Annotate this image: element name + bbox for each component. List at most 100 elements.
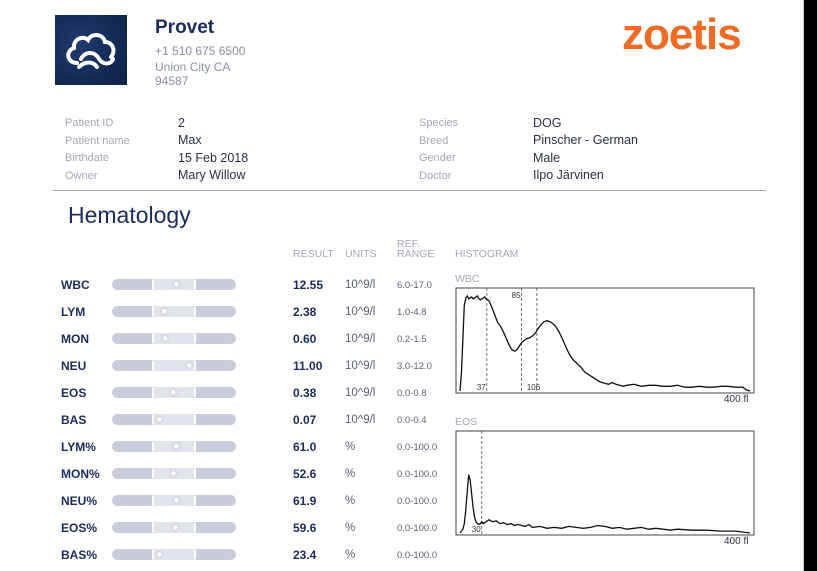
range-bar: ◉: [112, 306, 236, 317]
range-bar-tick: [152, 334, 154, 343]
range-bar-tick: [152, 496, 154, 505]
histogram-marker-label: 30: [472, 525, 481, 534]
range-bar-normal-zone: [152, 306, 196, 317]
brand-logo: zoetis: [622, 10, 742, 59]
row-name: LYM: [61, 305, 86, 319]
range-bar-normal-zone: [152, 441, 196, 452]
range-bar-tick: [194, 307, 196, 316]
species-label: Species: [419, 117, 459, 129]
clinic-city: Union City CA: [155, 60, 231, 74]
range-bar-normal-zone: [152, 279, 196, 290]
range-bar-tick: [152, 469, 154, 478]
clinic-name: Provet: [155, 17, 215, 38]
row-name: BAS%: [61, 548, 98, 562]
wbc-histogram-title: WBC: [455, 273, 480, 285]
histogram-marker-label: 37: [477, 383, 486, 392]
range-bar-tick: [194, 334, 196, 343]
reference-range: 0.0-100.0: [397, 496, 438, 507]
units-column-header: UNITS: [345, 248, 377, 260]
species-value: DOG: [533, 116, 562, 130]
result-unit: %: [345, 468, 356, 480]
result-unit: 10^9/l: [345, 387, 376, 399]
patient-name-value: Max: [178, 133, 202, 147]
row-name: LYM%: [61, 440, 96, 454]
result-unit: 10^9/l: [345, 279, 376, 291]
reference-range: 6.0-17.0: [397, 280, 432, 291]
range-bar-tick: [194, 496, 196, 505]
eos-histogram-title: EOS: [455, 416, 478, 428]
result-unit: %: [345, 549, 356, 561]
range-bar-normal-zone: [152, 333, 196, 344]
result-value: 0.07: [293, 413, 317, 427]
result-column-header: RESULT: [293, 248, 334, 260]
reference-range: 0.0-100.0: [397, 469, 438, 480]
row-name: WBC: [61, 278, 90, 292]
result-unit: 10^9/l: [345, 333, 376, 345]
owner-label: Owner: [65, 170, 98, 182]
histogram-marker-label: 106: [527, 383, 541, 392]
result-marker-icon: ◉: [169, 468, 178, 479]
range-bar-tick: [194, 469, 196, 478]
result-marker-icon: ◉: [155, 414, 164, 425]
eos-histogram: 30: [455, 430, 755, 536]
reference-range: 0.0-100.0: [397, 523, 438, 534]
result-marker-icon: ◉: [160, 306, 169, 317]
range-bar-tick: [152, 388, 154, 397]
range-bar-normal-zone: [152, 468, 196, 479]
section-title: Hematology: [68, 202, 191, 228]
range-bar-tick: [152, 550, 154, 559]
patient-name-label: Patient name: [65, 135, 130, 147]
range-bar-normal-zone: [152, 360, 196, 371]
range-bar-tick: [194, 388, 196, 397]
cloud-logo-icon: [66, 33, 116, 69]
result-value: 61.0: [293, 440, 317, 454]
result-marker-icon: ◉: [172, 495, 181, 506]
breed-value: Pinscher - German: [533, 133, 638, 147]
row-name: MON: [61, 332, 89, 346]
result-marker-icon: ◉: [185, 360, 194, 371]
histogram-frame: [455, 287, 755, 394]
reference-range: 0.0-0.4: [397, 415, 427, 426]
range-bar: ◉: [112, 468, 236, 479]
clinic-phone: +1 510 675 6500: [155, 44, 246, 58]
range-bar-normal-zone: [152, 495, 196, 506]
row-name: EOS%: [61, 521, 98, 535]
range-bar-tick: [194, 550, 196, 559]
result-value: 61.9: [293, 494, 317, 508]
reference-range: 3.0-12.0: [397, 361, 432, 372]
range-bar-normal-zone: [152, 549, 196, 560]
histogram-marker-label: 85: [512, 291, 521, 300]
result-marker-icon: ◉: [161, 333, 170, 344]
result-value: 12.55: [293, 278, 324, 292]
histogram-curve: [459, 294, 751, 392]
result-value: 59.6: [293, 521, 317, 535]
ref-column-header-line1: REF.: [397, 238, 420, 250]
range-bar: ◉: [112, 522, 236, 533]
result-value: 0.38: [293, 386, 317, 400]
breed-label: Breed: [419, 135, 449, 147]
reference-range: 0.0-100.0: [397, 550, 438, 561]
range-bar-normal-zone: [152, 522, 196, 533]
wbc-histogram: 37 85 106: [455, 287, 755, 394]
reference-range: 0.0-0.8: [397, 388, 427, 399]
clinic-zip: 94587: [155, 74, 189, 88]
header-divider: [53, 190, 766, 191]
eos-histogram-x-end-label: 400 fl: [724, 536, 749, 547]
range-bar-normal-zone: [152, 414, 196, 425]
result-value: 52.6: [293, 467, 317, 481]
histogram-curve: [459, 474, 751, 534]
result-value: 23.4: [293, 548, 317, 562]
reference-range: 0.2-1.5: [397, 334, 427, 345]
range-bar: ◉: [112, 333, 236, 344]
row-name: MON%: [61, 467, 100, 481]
result-value: 2.38: [293, 305, 317, 319]
result-marker-icon: ◉: [155, 549, 164, 560]
result-marker-icon: ◉: [172, 279, 181, 290]
doctor-value: Ilpo Järvinen: [533, 168, 604, 182]
range-bar-tick: [194, 361, 196, 370]
range-bar-tick: [152, 523, 154, 532]
row-name: NEU%: [61, 494, 98, 508]
row-name: NEU: [61, 359, 87, 373]
range-bar: ◉: [112, 360, 236, 371]
